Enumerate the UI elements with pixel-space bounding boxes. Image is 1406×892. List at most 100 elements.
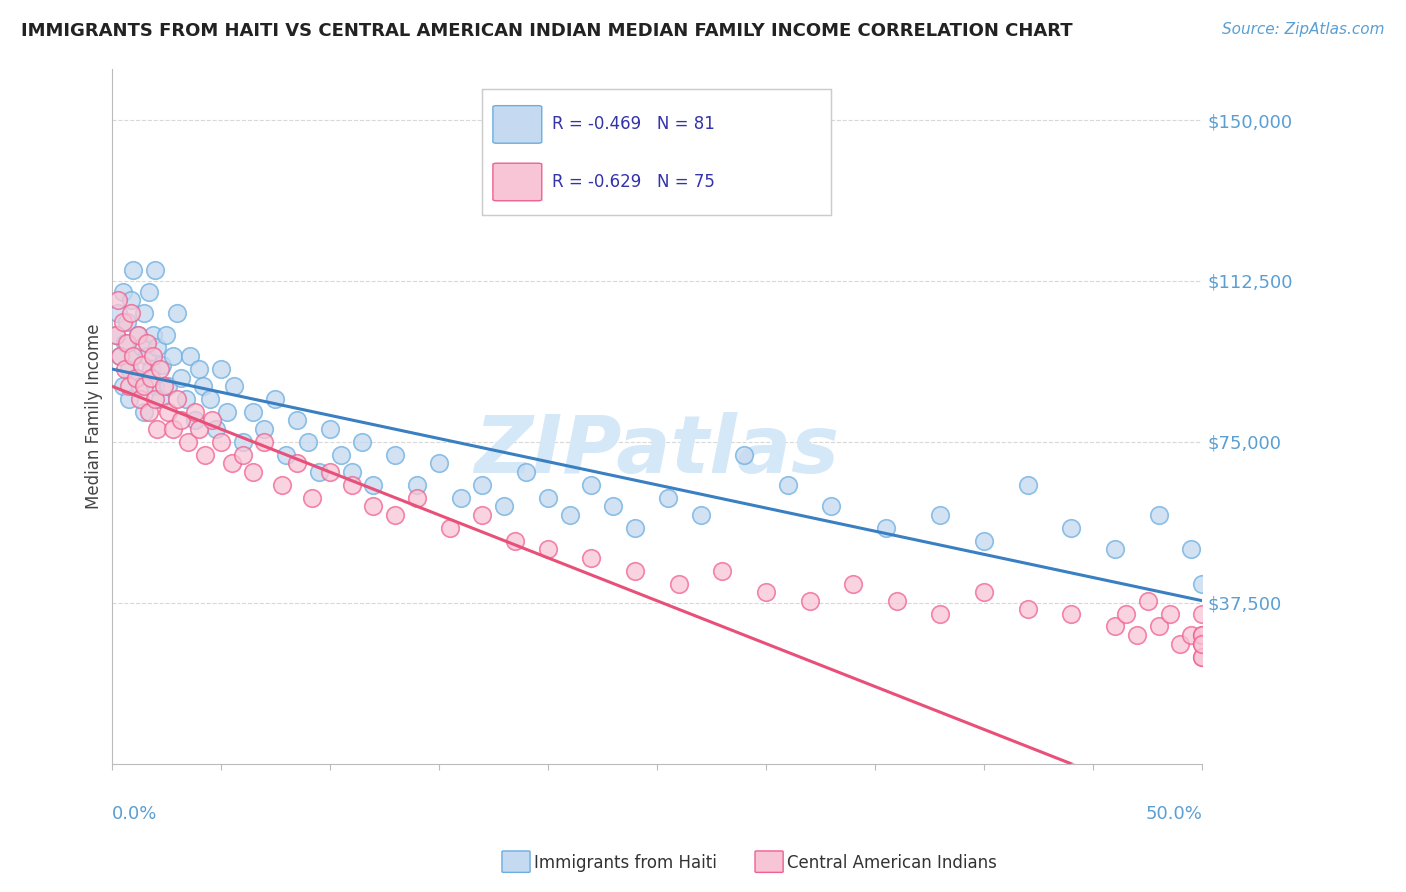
Point bbox=[668, 576, 690, 591]
Point bbox=[127, 327, 149, 342]
Point bbox=[1191, 637, 1213, 651]
Point bbox=[929, 508, 952, 522]
Point bbox=[285, 413, 308, 427]
Point bbox=[129, 379, 152, 393]
Point bbox=[1060, 521, 1083, 535]
Point bbox=[217, 405, 239, 419]
Point bbox=[127, 327, 149, 342]
Point bbox=[657, 491, 679, 505]
Point bbox=[183, 413, 205, 427]
Point bbox=[253, 422, 276, 436]
Point bbox=[115, 336, 138, 351]
Point bbox=[110, 349, 132, 363]
Point bbox=[1115, 607, 1137, 621]
Point bbox=[194, 448, 217, 462]
Point bbox=[1191, 649, 1213, 664]
Point bbox=[875, 521, 897, 535]
Point bbox=[114, 336, 136, 351]
Point bbox=[319, 465, 342, 479]
Point bbox=[297, 434, 319, 449]
Point bbox=[150, 358, 173, 372]
Point bbox=[253, 434, 276, 449]
Point bbox=[340, 465, 363, 479]
Point bbox=[120, 293, 142, 308]
Point bbox=[1170, 637, 1192, 651]
Point bbox=[1191, 607, 1213, 621]
Point bbox=[124, 370, 146, 384]
Point bbox=[111, 315, 134, 329]
Point bbox=[427, 456, 450, 470]
Point bbox=[155, 327, 177, 342]
Point bbox=[973, 533, 995, 548]
Point bbox=[494, 500, 516, 514]
Point bbox=[162, 422, 184, 436]
Text: Source: ZipAtlas.com: Source: ZipAtlas.com bbox=[1222, 22, 1385, 37]
Point bbox=[242, 465, 264, 479]
Point bbox=[711, 564, 734, 578]
Point bbox=[515, 465, 537, 479]
Point bbox=[1191, 649, 1213, 664]
Text: ZIPatlas: ZIPatlas bbox=[474, 412, 839, 490]
Point bbox=[222, 379, 245, 393]
Point bbox=[166, 306, 188, 320]
Point bbox=[134, 405, 156, 419]
Point bbox=[138, 285, 160, 299]
Point bbox=[1147, 508, 1170, 522]
Point bbox=[209, 362, 232, 376]
Point bbox=[143, 379, 166, 393]
Point bbox=[115, 315, 138, 329]
Point bbox=[406, 478, 429, 492]
Point bbox=[187, 362, 209, 376]
Point bbox=[1104, 542, 1126, 557]
Point bbox=[170, 370, 193, 384]
Point bbox=[450, 491, 472, 505]
Point bbox=[110, 349, 132, 363]
Point bbox=[131, 341, 153, 355]
Point bbox=[231, 434, 253, 449]
Point bbox=[1126, 628, 1149, 642]
Point bbox=[733, 448, 755, 462]
Point bbox=[146, 341, 169, 355]
Point bbox=[242, 405, 264, 419]
Point bbox=[1159, 607, 1181, 621]
Point bbox=[581, 478, 603, 492]
Point bbox=[149, 362, 172, 376]
Point bbox=[270, 478, 292, 492]
Point bbox=[118, 362, 141, 376]
Point bbox=[122, 349, 145, 363]
Point bbox=[105, 327, 128, 342]
Y-axis label: Median Family Income: Median Family Income bbox=[86, 324, 103, 509]
Point bbox=[537, 542, 560, 557]
Point bbox=[157, 405, 180, 419]
Point bbox=[471, 478, 494, 492]
Point bbox=[1180, 628, 1202, 642]
Point bbox=[1017, 602, 1039, 616]
Point bbox=[384, 508, 406, 522]
Point bbox=[363, 500, 385, 514]
Point bbox=[179, 349, 201, 363]
Point bbox=[143, 392, 166, 406]
Point bbox=[107, 306, 129, 320]
Point bbox=[340, 478, 363, 492]
Point bbox=[384, 448, 406, 462]
Point bbox=[329, 448, 352, 462]
Point bbox=[209, 434, 232, 449]
Point bbox=[624, 521, 647, 535]
Point bbox=[166, 392, 188, 406]
Point bbox=[503, 533, 526, 548]
Point bbox=[139, 362, 162, 376]
Point bbox=[139, 370, 162, 384]
Point bbox=[264, 392, 287, 406]
Point bbox=[285, 456, 308, 470]
Point bbox=[319, 422, 342, 436]
Point bbox=[1191, 637, 1213, 651]
Point bbox=[205, 422, 228, 436]
Point bbox=[929, 607, 952, 621]
Point bbox=[134, 306, 156, 320]
Point bbox=[301, 491, 323, 505]
Point bbox=[142, 327, 165, 342]
Point bbox=[131, 358, 153, 372]
Point bbox=[886, 593, 908, 607]
Point bbox=[1017, 478, 1039, 492]
Point bbox=[1191, 576, 1213, 591]
